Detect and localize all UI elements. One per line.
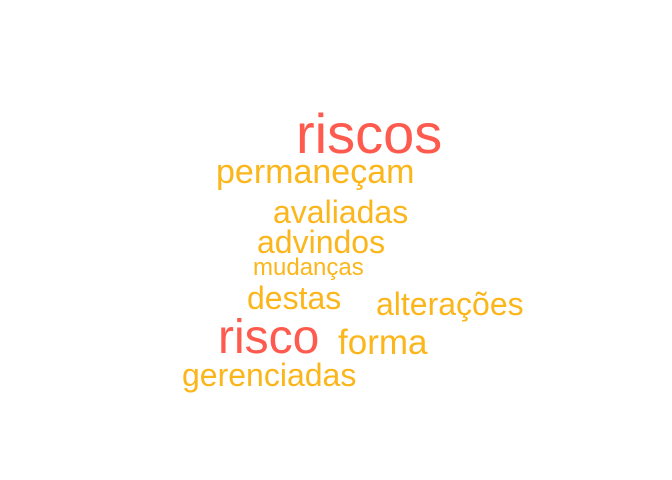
word-riscos: riscos [296,102,443,165]
word-destas: destas [247,280,342,316]
word-avaliadas: avaliadas [273,194,409,230]
word-alteracoes: alterações [376,286,524,322]
word-forma: forma [338,323,428,362]
word-mudancas: mudanças [253,254,364,281]
word-advindos: advindos [257,224,386,260]
word-gerenciadas: gerenciadas [182,357,357,393]
word-risco: risco [218,311,320,364]
word-permanecam: permaneçam [216,153,415,191]
